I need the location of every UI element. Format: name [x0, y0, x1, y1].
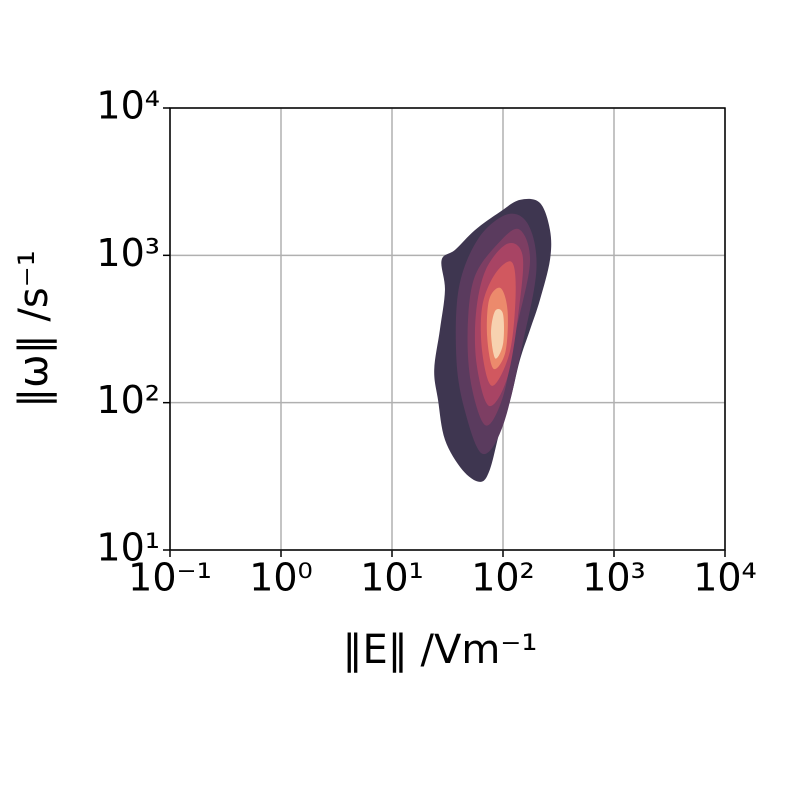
x-tick-label: 10⁰ [249, 556, 313, 600]
x-tick-label: 10² [471, 556, 535, 600]
x-tick-label: 10⁻¹ [128, 556, 212, 600]
y-tick-label: 10⁴ [96, 84, 160, 128]
density-contour [491, 309, 504, 359]
y-tick-label: 10³ [96, 231, 160, 275]
x-axis-label: ‖E‖ /Vm⁻¹ [343, 627, 538, 673]
y-axis-label: ‖ω‖ /s⁻¹ [11, 250, 57, 408]
x-tick-label: 10³ [582, 556, 646, 600]
x-tick-label: 10⁴ [693, 556, 757, 600]
plot-frame [169, 107, 726, 551]
x-tick-label: 10¹ [360, 556, 424, 600]
y-tick-label: 10¹ [96, 526, 160, 570]
y-tick-label: 10² [96, 378, 160, 422]
contours [434, 198, 552, 482]
